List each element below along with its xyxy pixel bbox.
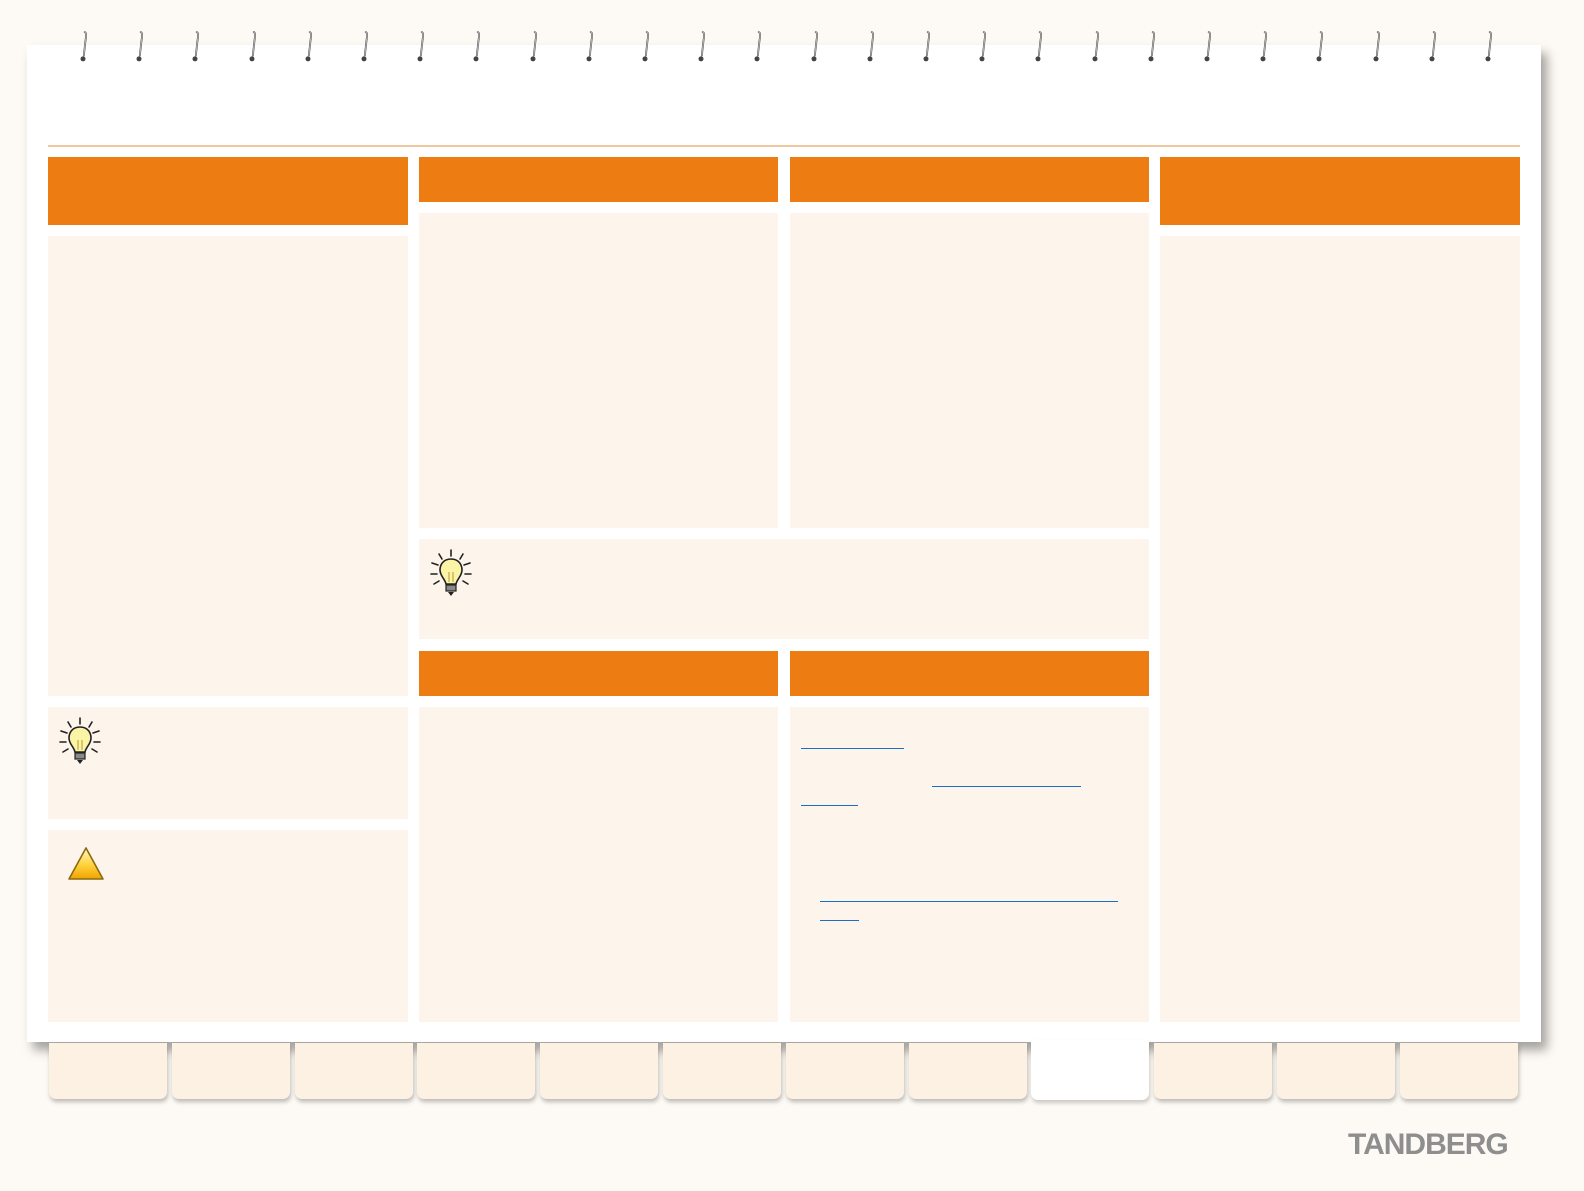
column-4-header: [1160, 157, 1520, 225]
reference-link-2[interactable]: [932, 786, 1081, 787]
spiral-ring-icon: [1373, 31, 1380, 62]
spiral-ring-icon: [1204, 31, 1211, 62]
column-2-header: [419, 157, 778, 202]
lightbulb-icon: [430, 549, 472, 596]
spiral-ring-icon: [1429, 31, 1436, 62]
spiral-ring-icon: [1092, 31, 1099, 62]
section-tab[interactable]: [785, 1043, 904, 1099]
spiral-ring-icon: [80, 31, 87, 62]
spiral-ring-icon: [1316, 31, 1324, 62]
spiral-ring-icon: [811, 31, 818, 62]
section-tab[interactable]: [49, 1043, 167, 1099]
section-tab[interactable]: [540, 1043, 659, 1099]
section-tab[interactable]: [1031, 1040, 1150, 1100]
spiral-ring-icon: [586, 31, 593, 62]
spiral-ring-icon: [530, 31, 537, 62]
header-rule: [48, 145, 1520, 147]
section-tab[interactable]: [417, 1043, 536, 1099]
spiral-ring-icon: [1148, 31, 1155, 62]
section-tab[interactable]: [294, 1043, 413, 1099]
spiral-ring-icon: [249, 31, 256, 62]
column-1-panel: [48, 236, 408, 696]
column-2-lower-header: [419, 651, 778, 696]
spiral-ring-icon: [361, 31, 368, 62]
spiral-ring-icon: [698, 31, 706, 62]
spiral-ring-icon: [867, 31, 874, 62]
spiral-ring-icon: [979, 31, 987, 62]
spiral-ring-icon: [1485, 31, 1492, 62]
column-2-lower-panel: [419, 707, 778, 1022]
column-2-panel: [419, 213, 778, 528]
spiral-ring-icon: [754, 31, 762, 62]
section-tab[interactable]: [1154, 1043, 1273, 1099]
warning-box: [48, 830, 408, 1022]
tip-box-1: [48, 707, 408, 819]
tandberg-logo: TANDBERG: [1348, 1128, 1509, 1161]
warning-triangle-icon: [68, 847, 104, 880]
spiral-ring-icon: [417, 31, 425, 62]
tip-box-2: [419, 539, 1149, 639]
reference-link-3[interactable]: [820, 901, 1118, 902]
section-tab[interactable]: [908, 1043, 1027, 1099]
spiral-ring-icon: [1035, 31, 1043, 62]
column-3-lower-header: [790, 651, 1149, 696]
spiral-ring-icon: [923, 31, 930, 62]
section-tab[interactable]: [1277, 1043, 1395, 1099]
reference-link-3-wrap[interactable]: [820, 920, 859, 921]
section-tab[interactable]: [663, 1043, 781, 1099]
column-1-header: [48, 157, 408, 225]
spiral-ring-icon: [136, 31, 144, 62]
section-tab[interactable]: [1399, 1043, 1518, 1099]
column-4-panel: [1160, 236, 1520, 1022]
spiral-ring-icon: [192, 31, 200, 62]
reference-link-1[interactable]: [801, 748, 904, 749]
spiral-ring-icon: [305, 31, 312, 62]
spiral-ring-icon: [473, 31, 481, 62]
section-tab[interactable]: [171, 1043, 290, 1099]
spiral-ring-icon: [1260, 31, 1268, 62]
column-3-panel: [790, 213, 1149, 528]
column-3-lower-panel: [790, 707, 1149, 1022]
lightbulb-icon: [59, 717, 101, 764]
column-3-header: [790, 157, 1149, 202]
reference-link-2-wrap[interactable]: [801, 805, 858, 806]
spiral-ring-icon: [642, 31, 649, 62]
